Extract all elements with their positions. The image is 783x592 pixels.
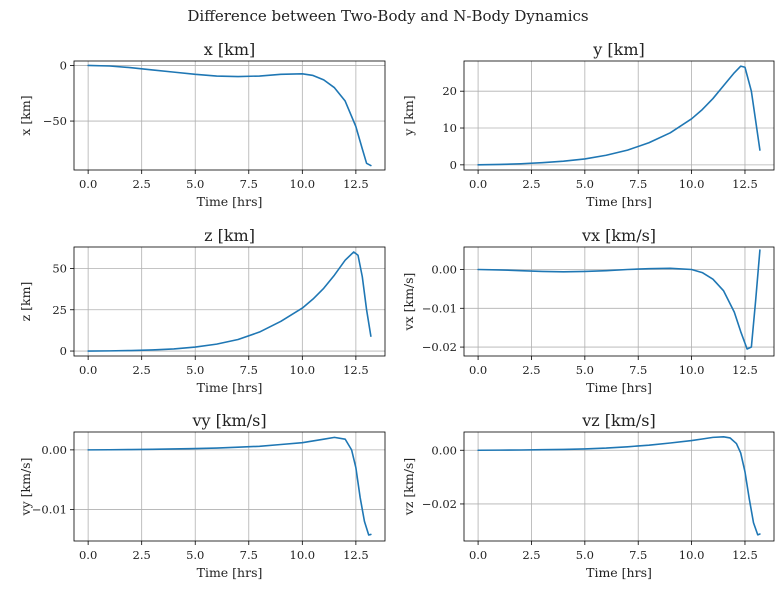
x-axis-label: Time [hrs] (586, 565, 652, 580)
x-tick-label: 7.5 (629, 548, 647, 562)
x-tick-label: 7.5 (629, 363, 647, 377)
subplot-4: 0.0 2.5 5.0 7.5 10.0 12.5 0.00 −0.01 −0.02 vx [km… (401, 226, 775, 395)
y-axis-label: vy [km/s] (18, 458, 33, 517)
x-tick-label: 7.5 (629, 177, 647, 191)
x-tick-label: 12.5 (343, 177, 369, 191)
y-tick-label: −0.02 (422, 497, 457, 511)
y-tick-label: −0.02 (422, 340, 457, 354)
y-axis-label: y [km] (401, 95, 416, 136)
x-tick-label: 10.0 (290, 548, 316, 562)
axes-frame (73, 60, 386, 171)
series-line (477, 249, 761, 350)
subplot-title: vy [km/s] (191, 411, 266, 430)
x-tick-label: 10.0 (679, 177, 705, 191)
x-tick-label: 10.0 (290, 177, 316, 191)
y-tick-label: 0 (60, 344, 67, 358)
subplot-title: z [km] (204, 226, 255, 245)
x-tick-label: 5.0 (576, 177, 594, 191)
subplot-title: vx [km/s] (581, 226, 656, 245)
subplot-title: vz [km/s] (581, 411, 656, 430)
y-axis-label: z [km] (18, 282, 33, 322)
y-tick-label: 0.00 (41, 443, 67, 457)
x-tick-label: 2.5 (133, 363, 151, 377)
x-tick-label: 12.5 (732, 363, 758, 377)
x-tick-label: 7.5 (240, 363, 258, 377)
y-axis-label: x [km] (18, 95, 33, 135)
x-tick-label: 0.0 (469, 177, 487, 191)
series-line (477, 436, 761, 536)
x-tick-label: 12.5 (343, 548, 369, 562)
y-tick-label: −50 (43, 114, 67, 128)
x-tick-label: 2.5 (522, 548, 540, 562)
x-tick-label: 2.5 (133, 548, 151, 562)
x-axis-label: Time [hrs] (586, 380, 652, 395)
subplot-3: 0.0 2.5 5.0 7.5 10.0 12.5 0 25 50 z [km] Time [hrs… (18, 226, 386, 395)
axes-frame (73, 431, 386, 542)
x-tick-label: 0.0 (79, 363, 97, 377)
x-tick-label: 5.0 (576, 363, 594, 377)
x-tick-label: 0.0 (79, 548, 97, 562)
x-axis-label: Time [hrs] (197, 565, 263, 580)
y-tick-label: −0.01 (422, 301, 457, 315)
y-axis-label: vz [km/s] (401, 458, 416, 516)
x-tick-label: 12.5 (343, 363, 369, 377)
x-tick-label: 10.0 (679, 363, 705, 377)
x-tick-label: 0.0 (469, 363, 487, 377)
x-tick-label: 0.0 (469, 548, 487, 562)
x-tick-label: 10.0 (679, 548, 705, 562)
x-tick-label: 10.0 (290, 363, 316, 377)
y-tick-label: 0 (450, 158, 457, 172)
x-tick-label: 5.0 (186, 363, 204, 377)
x-tick-label: 7.5 (240, 177, 258, 191)
x-axis-label: Time [hrs] (586, 194, 652, 209)
x-axis-label: Time [hrs] (197, 194, 263, 209)
y-tick-label: 25 (52, 303, 67, 317)
subplot-6: 0.0 2.5 5.0 7.5 10.0 12.5 0.00 −0.02 vz [km/s] Ti… (401, 411, 775, 580)
figure-suptitle: Difference between Two-Body and N-Body D… (187, 7, 588, 25)
series-line (87, 64, 372, 167)
y-tick-label: 0.00 (431, 443, 457, 457)
y-tick-label: −0.01 (32, 502, 67, 516)
x-tick-label: 5.0 (186, 177, 204, 191)
axes-frame (463, 431, 775, 542)
series-line (477, 65, 761, 166)
y-tick-label: 50 (52, 261, 67, 275)
x-tick-label: 2.5 (522, 363, 540, 377)
x-tick-label: 2.5 (133, 177, 151, 191)
x-tick-label: 0.0 (79, 177, 97, 191)
y-tick-label: 0 (60, 58, 67, 72)
y-tick-label: 20 (442, 84, 457, 98)
axes-frame (73, 246, 386, 357)
series-line (87, 436, 372, 536)
subplot-title: x [km] (204, 40, 255, 59)
y-tick-label: 10 (442, 121, 457, 135)
x-tick-label: 2.5 (522, 177, 540, 191)
subplot-1: 0.0 2.5 5.0 7.5 10.0 12.5 0 −50 x [km] Time [hrs]… (18, 40, 386, 209)
subplot-title: y [km] (592, 40, 644, 59)
x-tick-label: 12.5 (732, 548, 758, 562)
subplot-2: 0.0 2.5 5.0 7.5 10.0 12.5 0 10 20 y [km] Time [hrs… (401, 40, 775, 209)
y-axis-label: vx [km/s] (401, 273, 416, 332)
series-line (87, 251, 372, 352)
x-tick-label: 5.0 (186, 548, 204, 562)
x-tick-label: 12.5 (732, 177, 758, 191)
x-tick-label: 5.0 (576, 548, 594, 562)
x-axis-label: Time [hrs] (197, 380, 263, 395)
y-tick-label: 0.00 (431, 262, 457, 276)
x-tick-label: 7.5 (240, 548, 258, 562)
axes-frame (463, 246, 775, 357)
axes-frame (463, 60, 775, 171)
